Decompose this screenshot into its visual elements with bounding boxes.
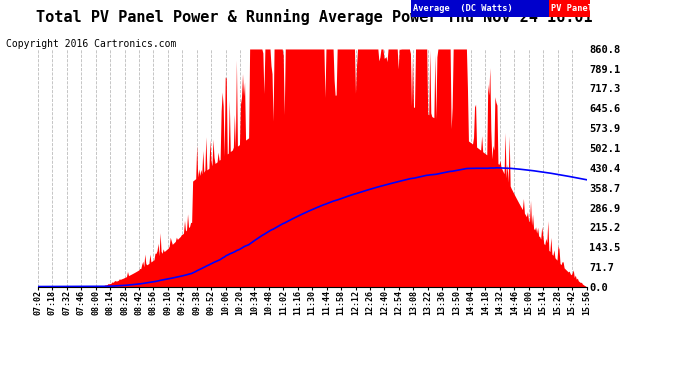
Text: Average  (DC Watts): Average (DC Watts)	[413, 4, 513, 13]
Text: Copyright 2016 Cartronics.com: Copyright 2016 Cartronics.com	[6, 39, 176, 50]
Text: PV Panels  (DC Watts): PV Panels (DC Watts)	[551, 4, 662, 13]
Text: Total PV Panel Power & Running Average Power Thu Nov 24 16:01: Total PV Panel Power & Running Average P…	[36, 9, 592, 26]
